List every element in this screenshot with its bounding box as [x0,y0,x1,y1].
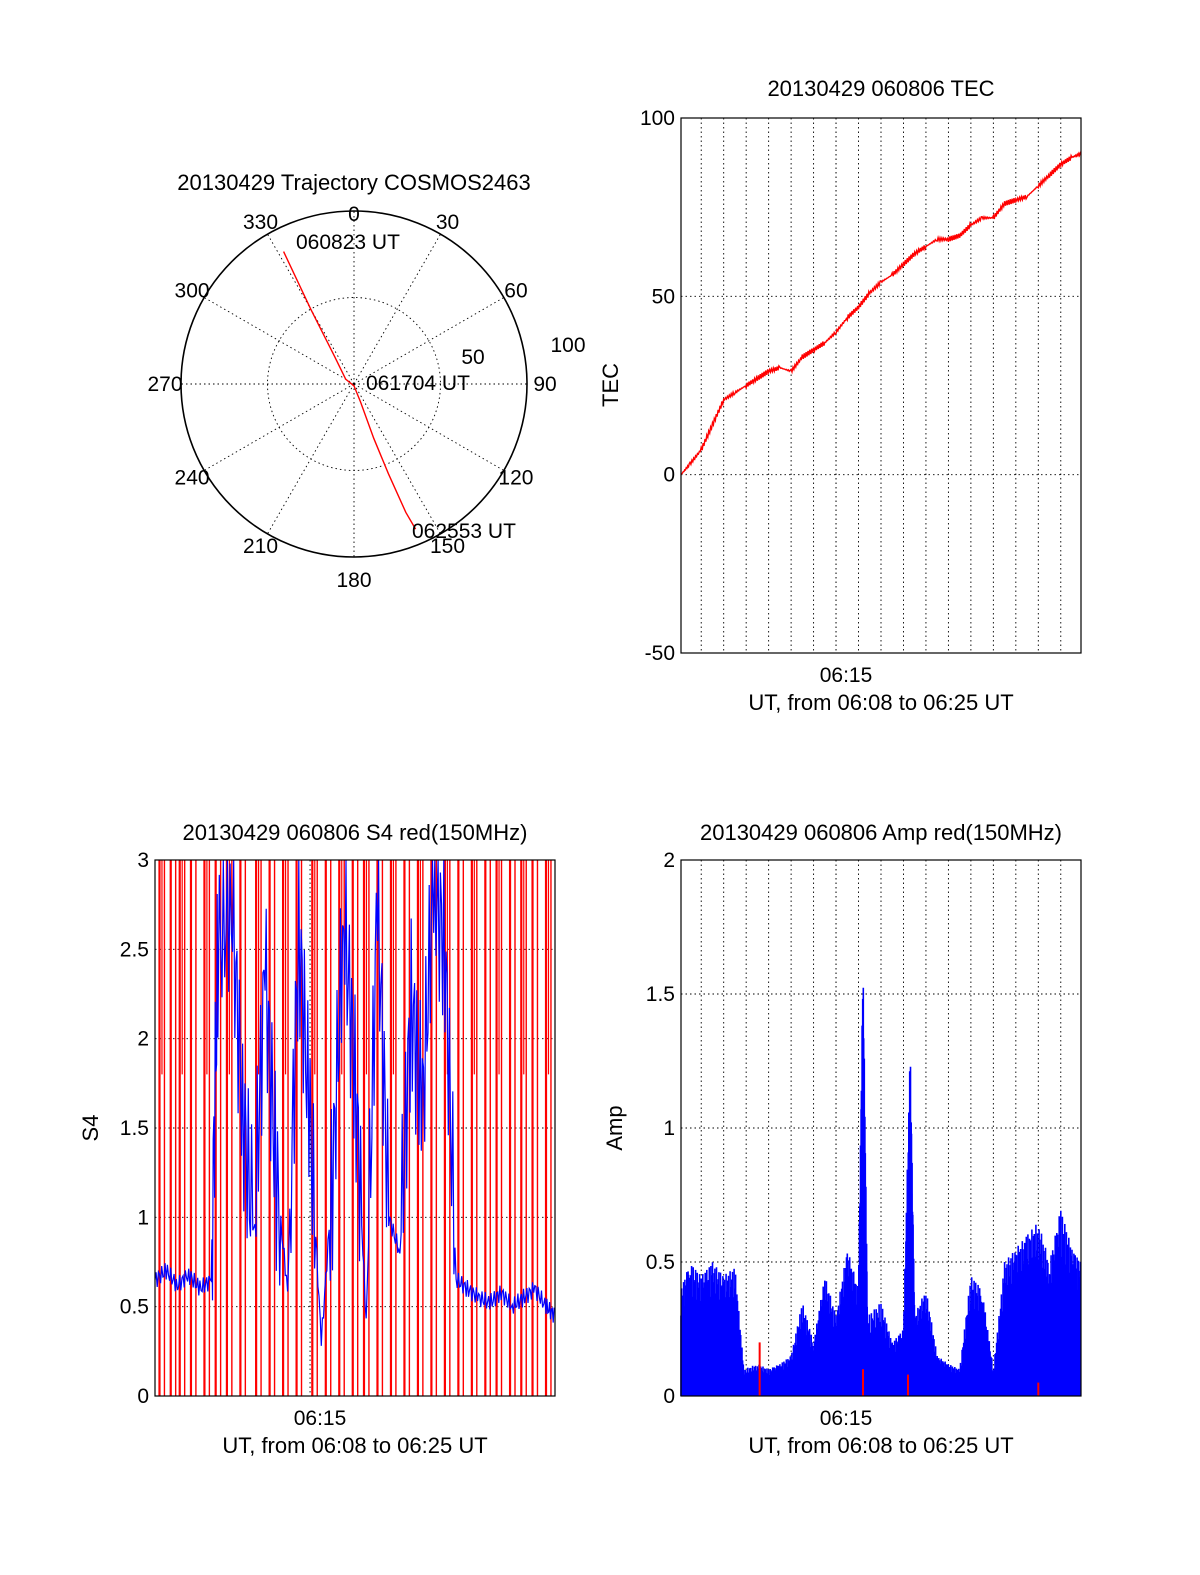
amp-ytick-label: 1 [663,1117,675,1140]
tec-ytick-label: 100 [640,107,675,130]
polar-track-label-end: 062553 UT [412,520,516,543]
amp-blue-series [680,987,1082,1396]
s4-ytick-label: 0 [137,1385,149,1408]
tec-series-line [680,151,1082,476]
polar-radial-label-50: 50 [461,346,484,369]
polar-trajectory-line [282,251,417,530]
s4-tick-labels: 0 0.5 1 1.5 2 2.5 3 [120,849,149,1408]
polar-azimuth-labels: 0 30 60 90 120 150 180 210 240 270 300 330 [147,203,556,592]
s4-ytick-label: 2.5 [120,938,149,961]
s4-ylabel: S4 [78,1115,103,1142]
amp-red-points [758,1342,1040,1396]
tec-title: 20130429 060806 TEC [767,76,994,101]
polar-title: 20130429 Trajectory COSMOS2463 [177,170,530,195]
amp-ytick-label: 0 [663,1385,675,1408]
s4-blue-series-line [154,859,555,1346]
s4-ytick-label: 0.5 [120,1296,149,1319]
polar-azimuth-label: 150 [430,535,465,558]
amp-ytick-label: 2 [663,849,675,872]
tec-ylabel: TEC [598,363,623,407]
s4-ytick-label: 1 [137,1206,149,1229]
polar-grid [181,211,527,557]
tec-xlabel: UT, from 06:08 to 06:25 UT [748,690,1013,715]
polar-azimuth-label: 240 [175,467,210,490]
polar-azimuth-label: 180 [336,569,371,592]
polar-outer-circle [180,210,528,558]
polar-grid-spoke [353,383,505,471]
polar-grid-spoke [267,383,355,535]
polar-azimuth-label: 270 [147,373,182,396]
tec-xtick-0615: 06:15 [820,664,873,687]
tec-tick-labels: -50 0 50 100 [640,107,675,665]
s4-ytick-label: 3 [137,849,149,872]
polar-azimuth-label: 30 [436,211,459,234]
polar-azimuth-label: 330 [243,211,278,234]
polar-grid-spoke [203,297,355,385]
polar-grid-spoke [353,233,441,385]
polar-track-label-start: 060823 UT [296,231,400,254]
polar-azimuth-label: 120 [498,467,533,490]
amp-plot-frame [680,859,1082,1397]
polar-panel: 20130429 Trajectory COSMOS2463 0 30 60 90 12… [147,170,585,592]
amp-ytick-label: 1.5 [646,983,675,1006]
amp-ylabel: Amp [602,1105,627,1150]
tec-ytick-label: 0 [663,464,675,487]
polar-grid-spoke [203,383,355,471]
s4-plot-frame [154,859,556,1397]
tec-panel: 20130429 060806 TEC -50 0 50 100 06:15 UT, … [598,76,1082,715]
tec-ytick-label: 50 [652,285,675,308]
amp-ytick-label: 0.5 [646,1251,675,1274]
amp-xlabel: UT, from 06:08 to 06:25 UT [748,1433,1013,1458]
polar-radial-label-100: 100 [550,334,585,357]
polar-azimuth-label: 60 [504,280,527,303]
amp-title: 20130429 060806 Amp red(150MHz) [700,820,1062,845]
amp-xtick-0615: 06:15 [820,1407,873,1430]
amp-panel: 20130429 060806 Amp red(150MHz) 0 0.5 1 1.5… [602,820,1082,1458]
s4-title: 20130429 060806 S4 red(150MHz) [183,820,528,845]
s4-ytick-label: 1.5 [120,1117,149,1140]
s4-xtick-0615: 06:15 [294,1407,347,1430]
s4-panel: 20130429 060806 S4 red(150MHz) 0 0.5 1 1.5 2… [78,820,556,1458]
polar-track-label-mid: 061704 UT [366,372,470,395]
polar-azimuth-label: 210 [243,535,278,558]
tec-plot-frame [680,117,1082,654]
amp-tick-labels: 0 0.5 1 1.5 2 [646,849,675,1408]
tec-grid [681,117,1081,654]
polar-azimuth-label: 0 [348,203,360,226]
polar-azimuth-label: 90 [533,373,556,396]
polar-azimuth-label: 300 [175,280,210,303]
s4-xlabel: UT, from 06:08 to 06:25 UT [222,1433,487,1458]
tec-ytick-label: -50 [645,642,675,665]
polar-grid-spoke [353,383,441,535]
s4-ytick-label: 2 [137,1028,149,1051]
polar-grid-spoke [353,297,505,385]
